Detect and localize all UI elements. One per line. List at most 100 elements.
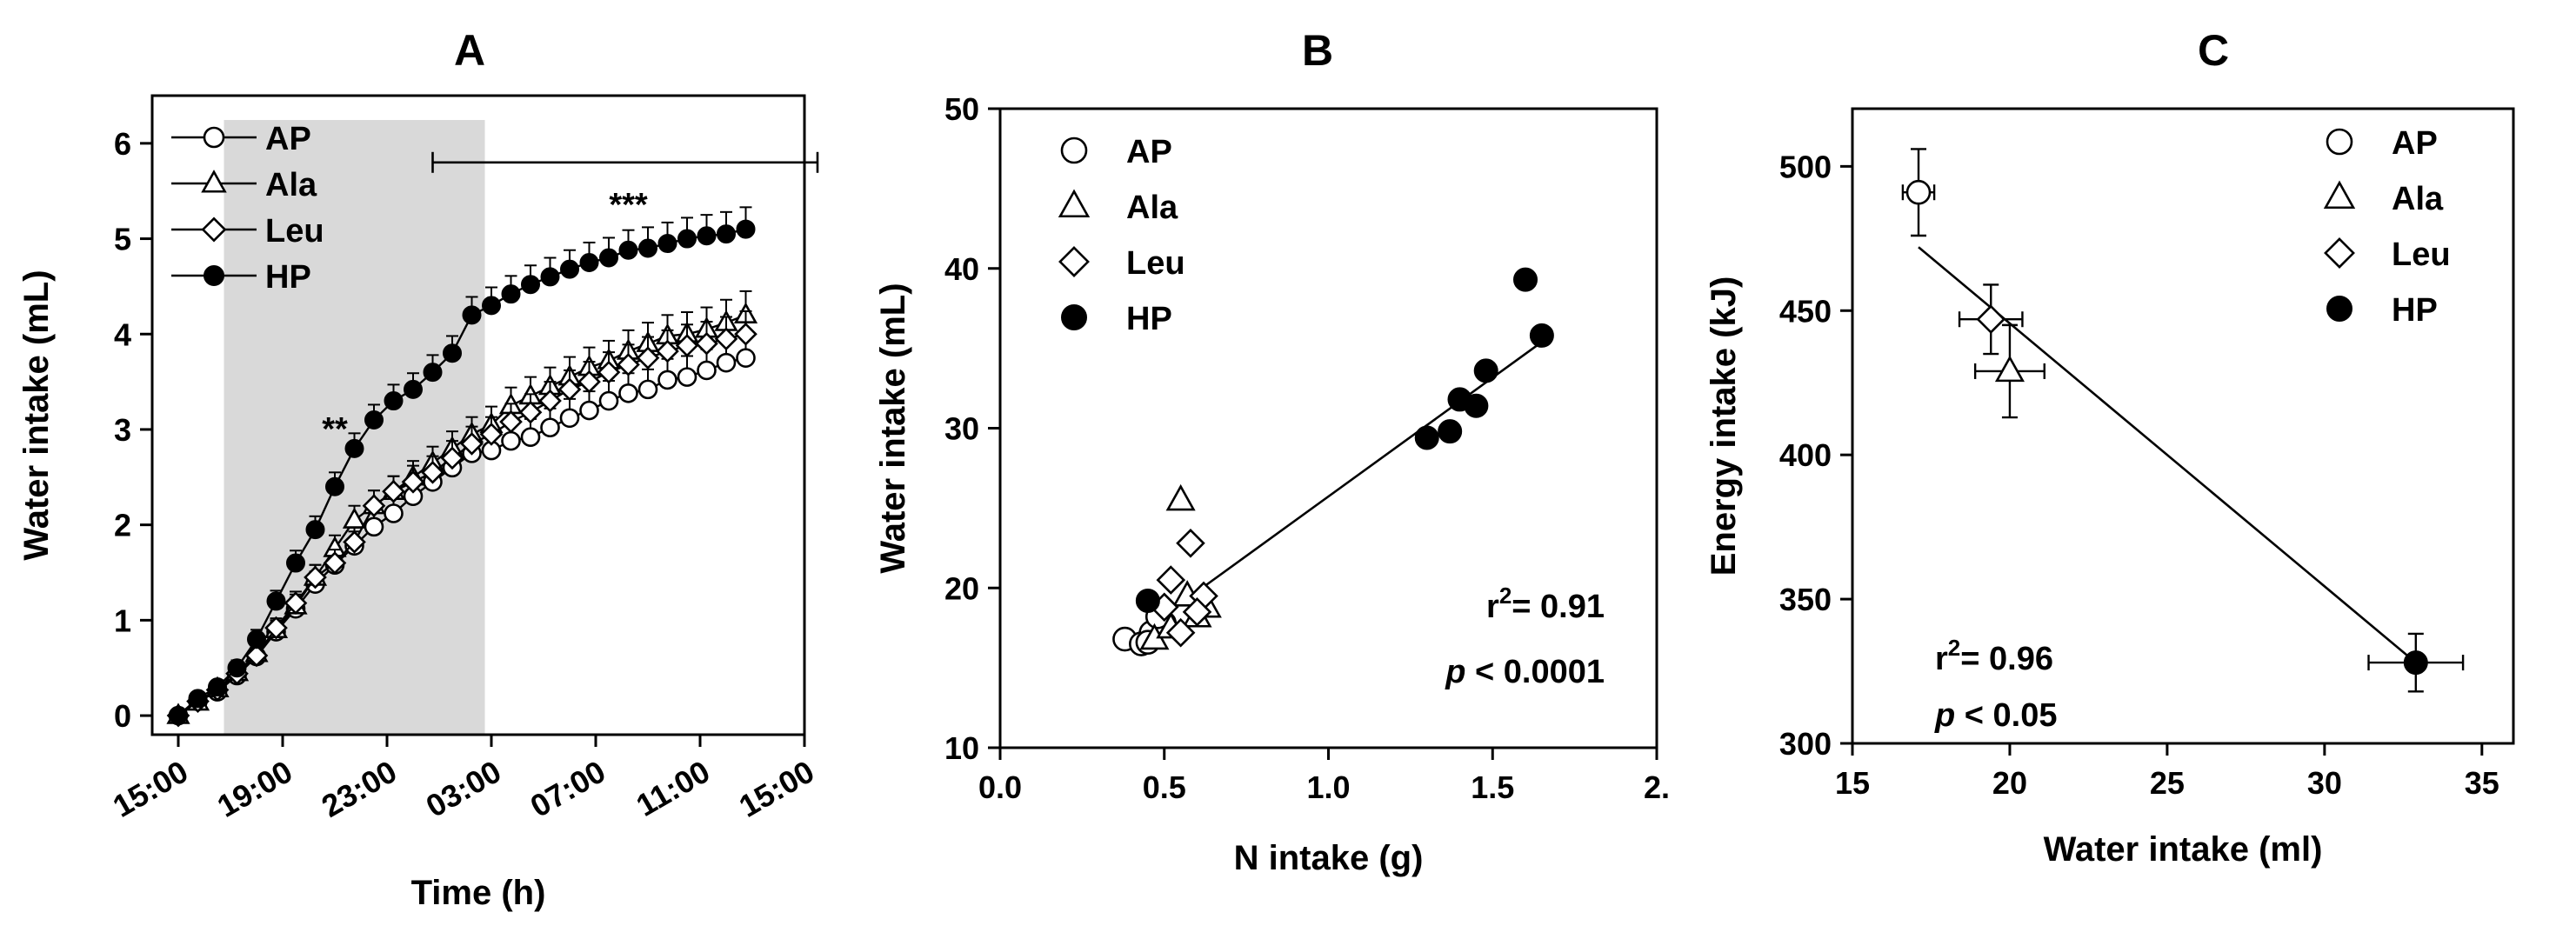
legend-label: Leu bbox=[265, 213, 324, 250]
data-point bbox=[1156, 565, 1186, 595]
p-value-text: p < 0.0001 bbox=[1445, 654, 1605, 690]
legend-label: AP bbox=[265, 121, 311, 157]
data-point bbox=[579, 252, 599, 272]
data-point bbox=[540, 417, 560, 438]
panel-title: B bbox=[1302, 26, 1333, 75]
axes-frame bbox=[998, 107, 1658, 749]
data-point bbox=[599, 248, 618, 268]
data-point bbox=[343, 530, 366, 554]
series-leu bbox=[1149, 529, 1218, 648]
data-point bbox=[443, 343, 462, 363]
data-point bbox=[717, 224, 736, 244]
data-point bbox=[734, 322, 757, 346]
data-point bbox=[597, 360, 621, 384]
x-tick-label: 23:00 bbox=[316, 753, 403, 824]
y-tick-label: 400 bbox=[1779, 437, 1832, 473]
data-point bbox=[638, 238, 657, 258]
data-point bbox=[736, 348, 756, 368]
data-point bbox=[344, 438, 364, 458]
data-point bbox=[401, 470, 425, 494]
data-point bbox=[169, 706, 188, 726]
y-tick-label: 20 bbox=[944, 570, 979, 606]
r-squared-superscript: 2 bbox=[1948, 635, 1960, 661]
series-hp bbox=[2367, 632, 2465, 693]
y-axis-label: Energy intake (kJ) bbox=[1705, 276, 1743, 576]
data-point bbox=[264, 616, 288, 640]
data-point bbox=[1165, 617, 1196, 648]
data-point bbox=[384, 391, 404, 411]
data-point bbox=[1994, 355, 2025, 383]
data-point bbox=[1165, 483, 1196, 511]
data-point bbox=[1438, 419, 1463, 444]
r-squared-superscript: 2 bbox=[1499, 583, 1512, 609]
x-tick-label: 0.5 bbox=[1143, 769, 1186, 805]
legend-marker bbox=[204, 265, 224, 286]
data-point bbox=[538, 389, 562, 413]
data-point bbox=[305, 520, 325, 540]
legend-label: HP bbox=[1126, 301, 1172, 337]
data-point bbox=[499, 410, 523, 434]
x-tick-label: 1.5 bbox=[1471, 769, 1514, 805]
legend-label: Ala bbox=[265, 167, 317, 203]
data-point bbox=[364, 516, 384, 537]
legend-marker bbox=[2323, 180, 2356, 210]
data-point bbox=[1464, 393, 1489, 418]
data-point bbox=[501, 430, 521, 451]
data-point bbox=[482, 296, 501, 316]
y-tick-label: 10 bbox=[944, 730, 979, 766]
data-point bbox=[284, 591, 308, 615]
data-point bbox=[577, 370, 601, 394]
x-tick-label: 03:00 bbox=[420, 753, 507, 824]
x-tick-label: 15:00 bbox=[733, 753, 820, 824]
axes-frame bbox=[1851, 107, 2515, 745]
p-value-value: < 0.0001 bbox=[1465, 654, 1605, 690]
data-point bbox=[618, 383, 638, 403]
data-point bbox=[227, 658, 247, 678]
data-point bbox=[362, 494, 386, 518]
data-point bbox=[244, 643, 269, 668]
x-tick-label: 2. bbox=[1644, 769, 1670, 805]
legend-label: AP bbox=[1126, 134, 1172, 170]
y-tick-label: 3 bbox=[114, 412, 131, 448]
x-tick-label: 35 bbox=[2465, 765, 2499, 801]
x-tick-label: 15 bbox=[1835, 765, 1870, 801]
legend-marker bbox=[1061, 304, 1087, 330]
data-point bbox=[714, 327, 738, 351]
data-point bbox=[323, 551, 347, 575]
data-point bbox=[695, 331, 718, 356]
data-point bbox=[677, 367, 697, 387]
data-point bbox=[697, 360, 717, 381]
series-hp bbox=[169, 206, 756, 726]
x-axis-label: N intake (g) bbox=[1234, 839, 1424, 877]
data-point bbox=[286, 553, 305, 573]
data-point bbox=[636, 346, 660, 370]
r-squared-text: r2= 0.96 bbox=[1935, 635, 2053, 677]
data-point bbox=[557, 377, 582, 402]
legend-marker bbox=[1058, 189, 1091, 218]
data-point bbox=[2403, 650, 2428, 676]
x-tick-label: 25 bbox=[2150, 765, 2185, 801]
x-tick-label: 11:00 bbox=[630, 753, 716, 823]
y-tick-label: 300 bbox=[1779, 726, 1832, 762]
data-point bbox=[479, 423, 504, 446]
axes-frame bbox=[150, 94, 806, 736]
y-tick-label: 4 bbox=[114, 316, 131, 352]
x-tick-label: 30 bbox=[2307, 765, 2342, 801]
x-axis-label: Time (h) bbox=[411, 874, 546, 912]
y-tick-label: 40 bbox=[944, 251, 979, 287]
data-point bbox=[656, 339, 679, 363]
legend-marker bbox=[1058, 246, 1090, 277]
x-tick-label: 15:00 bbox=[107, 753, 194, 824]
panel-c: C 300 350 400 450 500 15 20 25 30 35 Water intake (… bbox=[1705, 26, 2515, 869]
series-hp bbox=[1135, 267, 1554, 613]
y-axis-label: Water intake (mL) bbox=[17, 270, 56, 560]
y-tick-label: 30 bbox=[944, 411, 979, 447]
data-point bbox=[677, 229, 697, 249]
x-tick-label: 0.0 bbox=[978, 769, 1022, 805]
data-point bbox=[1529, 323, 1554, 348]
r-squared-symbol: r bbox=[1486, 589, 1499, 625]
series-leu bbox=[1958, 283, 2024, 356]
r-squared-symbol: r bbox=[1935, 641, 1948, 677]
